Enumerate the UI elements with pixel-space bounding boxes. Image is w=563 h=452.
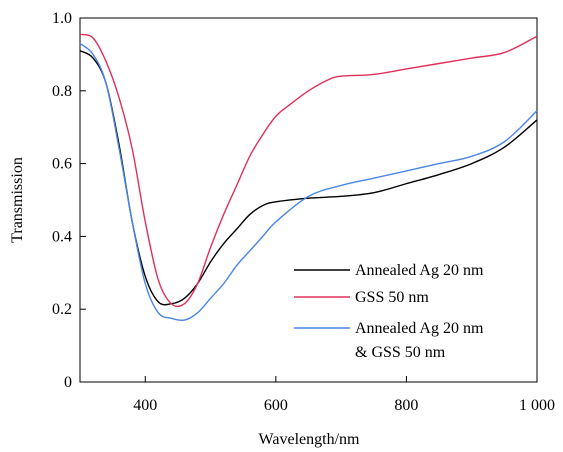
y-tick-label: 0.4 [52, 228, 72, 245]
legend-label: Annealed Ag 20 nm [355, 320, 484, 337]
y-axis-ticks: 0 0.2 0.4 0.6 0.8 1.0 [52, 10, 86, 391]
legend-label: GSS 50 nm [355, 289, 429, 306]
x-tick-label: 800 [394, 397, 418, 414]
y-tick-label: 0.6 [52, 156, 72, 173]
y-tick-label: 0.2 [52, 301, 72, 318]
x-tick-label: 1 000 [519, 397, 555, 414]
legend-label: & GSS 50 nm [355, 344, 446, 361]
x-axis-label: Wavelength/nm [259, 431, 360, 448]
x-tick-label: 400 [133, 397, 157, 414]
y-tick-label: 0.8 [52, 83, 72, 100]
legend: Annealed Ag 20 nm GSS 50 nm Annealed Ag 20… [294, 262, 484, 361]
legend-label: Annealed Ag 20 nm [355, 262, 484, 279]
y-tick-label: 1.0 [52, 10, 72, 27]
x-tick-label: 600 [264, 397, 288, 414]
y-tick-label: 0 [64, 374, 72, 391]
y-axis-label: Transmission [9, 157, 26, 243]
